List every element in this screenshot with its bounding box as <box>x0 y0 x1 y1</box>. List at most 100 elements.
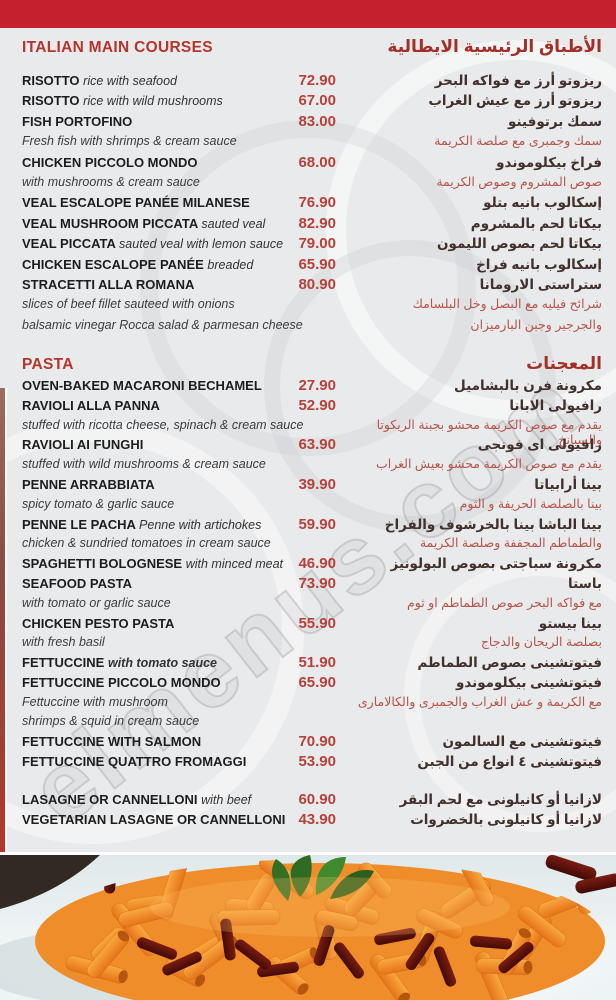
item-name-arabic: بينا أرابياتا <box>534 477 602 493</box>
item-price: 80.90 <box>298 275 336 293</box>
item-description-arabic: والطماطم المجففة وصلصة الكريمة <box>419 536 602 551</box>
item-description: with mushrooms & cream sauce <box>22 174 200 189</box>
menu-item-row: VEAL ESCALOPE PANÉE MILANESE 76.90 إسكال… <box>22 194 602 214</box>
item-description: Fresh fish with shrimps & cream sauce <box>22 134 237 149</box>
menu-item-row: CHICKEN PICCOLO MONDO 68.00 فراخ بيكلومو… <box>22 154 602 174</box>
menu-item-row: FETTUCCINE QUATTRO FROMAGGI 53.90 فيتوتش… <box>22 753 602 773</box>
menu-item-row: LASAGNE OR CANNELLONI with beef 60.90 لا… <box>22 791 602 811</box>
item-name-arabic: ريزوتو أرز مع عيش الغراب <box>428 93 602 109</box>
item-name: STRACETTI ALLA ROMANA <box>22 276 195 292</box>
menu-item-row: RAVIOLI ALLA PANNA 52.90 رافيولى الابانا <box>22 397 602 417</box>
item-description: Fettuccine with mushroom <box>22 694 168 709</box>
item-description: spicy tomato & garlic sauce <box>22 496 175 511</box>
menu-item-desc-row: Fresh fish with shrimps & cream sauce سم… <box>22 133 602 153</box>
section-rows: RISOTTO rice with seafood 72.90 ريزوتو أ… <box>22 72 602 337</box>
menu-item-row: VEAL MUSHROOM PICCATA sauted veal 82.90 … <box>22 215 602 235</box>
item-description-arabic: شرائح فيليه مع البصل وخل البلسامك <box>412 297 602 312</box>
item-description: stuffed with wild mushrooms & cream sauc… <box>22 457 266 472</box>
menu-item-row: FETTUCCINE WITH SALMON 70.90 فيتوتشينى م… <box>22 733 602 753</box>
item-price: 79.00 <box>298 235 336 253</box>
item-name: VEGETARIAN LASAGNE OR CANNELLONI <box>22 811 286 827</box>
item-name-arabic: فيتوتشينى بصوص الطماطم <box>417 655 602 671</box>
menu-item-desc-row: with mushrooms & cream sauce صوص المشروم… <box>22 174 602 194</box>
menu-item-row: RISOTTO rice with wild mushrooms 67.00 ر… <box>22 92 602 112</box>
section-title-arabic: المعجنات <box>526 354 602 374</box>
item-name-arabic: بيكاتا لحم بالمشروم <box>470 215 602 231</box>
item-description: slices of beef fillet sauteed with onion… <box>22 297 235 312</box>
row-spacer <box>22 773 602 791</box>
item-description: with fresh basil <box>22 635 105 650</box>
item-name: FISH PORTOFINO <box>22 113 133 129</box>
item-name-arabic: بينا بيستو <box>538 615 602 631</box>
menu-item-desc-row: stuffed with ricotta cheese, spinach & c… <box>22 417 602 447</box>
left-edge-strip <box>0 388 5 855</box>
menu-item-row: CHICKEN PESTO PASTA 55.90 بينا بيستو <box>22 615 602 635</box>
item-name: SEAFOOD PASTA <box>22 576 133 592</box>
item-name: LASAGNE OR CANNELLONI with beef <box>22 792 252 808</box>
item-price: 55.90 <box>298 614 336 632</box>
item-price: 70.90 <box>298 733 336 751</box>
item-price: 43.90 <box>298 810 336 828</box>
item-name: VEAL MUSHROOM PICCATA sauted veal <box>22 215 266 231</box>
menu-item-desc-row: with tomato or garlic sauce مع فواكه الب… <box>22 595 602 615</box>
item-name-arabic: فيتوتشينى مع السالمون <box>442 734 602 750</box>
sundried-tomato-corner <box>545 855 616 894</box>
item-price: 39.90 <box>298 476 336 494</box>
item-name: RISOTTO rice with seafood <box>22 73 177 88</box>
item-description-arabic: مع فواكه البحر صوص الطماطم او ثوم <box>407 595 602 610</box>
menu-item-row: STRACETTI ALLA ROMANA 80.90 ستراستى الار… <box>22 276 602 296</box>
item-price: 72.90 <box>298 72 336 89</box>
menu-content: ITALIAN MAIN COURSES الأطباق الرئيسية ال… <box>22 28 602 831</box>
menu-item-row: SPAGHETTI BOLOGNESE with minced meat 46.… <box>22 555 602 575</box>
item-description-arabic: بينا بالصلصة الحريفة و الثوم <box>459 496 602 511</box>
item-price: 76.90 <box>298 194 336 212</box>
section-title-english: ITALIAN MAIN COURSES <box>22 39 213 56</box>
item-name: CHICKEN PESTO PASTA <box>22 615 175 631</box>
section-italian-main-courses: ITALIAN MAIN COURSES الأطباق الرئيسية ال… <box>22 37 602 337</box>
item-name: SPAGHETTI BOLOGNESE with minced meat <box>22 556 283 572</box>
item-price: 73.90 <box>298 575 336 593</box>
item-name-arabic: رافيولى الابانا <box>509 397 602 413</box>
item-description-arabic: يقدم مع صوص الكريمة محشو بجبنة الريكوتا … <box>376 417 602 447</box>
item-price: 82.90 <box>298 214 336 232</box>
item-name: VEAL PICCATA sauted veal with lemon sauc… <box>22 236 284 252</box>
menu-item-row: FETTUCCINE PICCOLO MONDO 65.90 فيتوتشينى… <box>22 674 602 694</box>
item-price: 83.00 <box>298 112 336 130</box>
menu-item-row: RAVIOLI AI FUNGHI 63.90 رافيولى اى فونجى <box>22 436 602 456</box>
section-header: PASTA المعجنات <box>22 354 602 374</box>
menu-item-row: PENNE ARRABBIATA 39.90 بينا أرابياتا <box>22 476 602 496</box>
item-name: FETTUCCINE PICCOLO MONDO <box>22 675 221 691</box>
item-name-arabic: مكرونة سباجتى بصوص البولونيز <box>390 556 602 572</box>
item-name: FETTUCCINE QUATTRO FROMAGGI <box>22 754 247 770</box>
item-name: FETTUCCINE with tomato sauce <box>22 655 218 671</box>
photo-dark-corner <box>0 855 100 909</box>
item-name: VEAL ESCALOPE PANÉE MILANESE <box>22 195 250 211</box>
item-name: RAVIOLI AI FUNGHI <box>22 437 144 453</box>
item-name: RAVIOLI ALLA PANNA <box>22 397 160 413</box>
item-price: 27.90 <box>298 377 336 395</box>
item-name: RISOTTO rice with wild mushrooms <box>22 93 223 109</box>
item-price: 65.90 <box>298 674 336 692</box>
item-name: PENNE ARRABBIATA <box>22 477 155 493</box>
pasta-photo <box>0 852 616 1000</box>
item-price: 51.90 <box>298 654 336 672</box>
item-name-arabic: سمك برتوفينو <box>508 113 602 129</box>
menu-item-desc-row: Fettuccine with mushroom مع الكريمة و عش… <box>22 694 602 714</box>
item-name: FETTUCCINE WITH SALMON <box>22 734 202 750</box>
item-description-arabic: والجرجير وجبن البارميزان <box>470 317 602 332</box>
left-edge-highlight <box>5 388 7 855</box>
item-price: 68.00 <box>298 153 336 171</box>
menu-item-row: OVEN-BAKED MACARONI BECHAMEL 27.90 مكرون… <box>22 377 602 397</box>
menu-item-row: PENNE LE PACHA Penne with artichokes 59.… <box>22 516 602 536</box>
item-name-arabic: ستراستى الارومانا <box>479 276 602 292</box>
item-description-arabic: بصلصة الريحان والدجاج <box>480 635 602 650</box>
menu-item-desc-row: stuffed with wild mushrooms & cream sauc… <box>22 456 602 476</box>
section-title-arabic: الأطباق الرئيسية الايطالية <box>387 37 602 56</box>
item-name: PENNE LE PACHA Penne with artichokes <box>22 516 262 532</box>
menu-item-desc-row: shrimps & squid in cream sauce <box>22 714 602 734</box>
item-price: 60.90 <box>298 791 336 809</box>
menu-item-row: FETTUCCINE with tomato sauce 51.90 فيتوت… <box>22 654 602 674</box>
item-name-arabic: لازانيا أو كانيلونى مع لحم البقر <box>399 792 602 808</box>
item-name-arabic: بينا الباشا بينا بالخرشوف والفراخ <box>384 516 602 532</box>
